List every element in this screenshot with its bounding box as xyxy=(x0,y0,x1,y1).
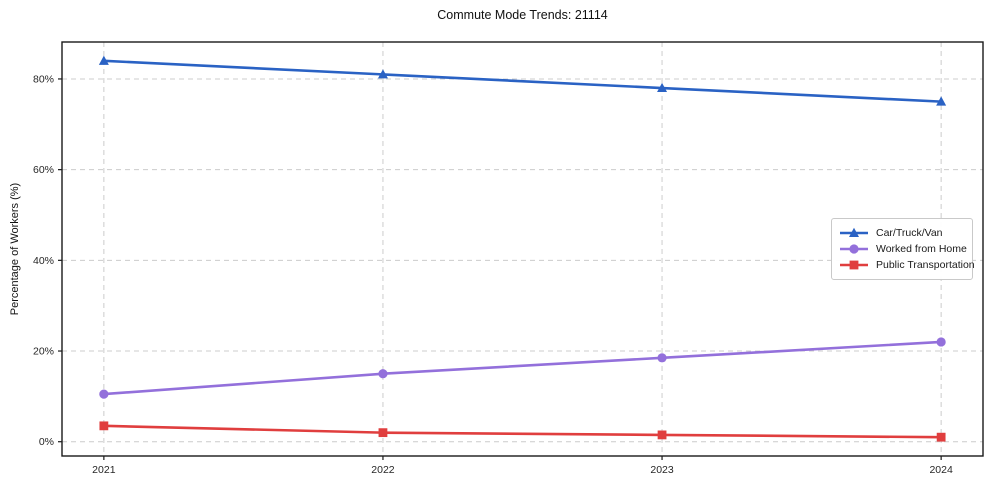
y-tick-label: 40% xyxy=(33,255,54,267)
series-marker-car-truck-van xyxy=(98,55,109,65)
x-tick-label: 2023 xyxy=(650,464,674,476)
legend-marker-square-icon xyxy=(840,260,868,270)
y-tick-label: 80% xyxy=(33,73,54,85)
series-marker-car-truck-van xyxy=(936,96,947,106)
legend-item-public-transportation: Public Transportation xyxy=(839,257,975,273)
y-tick-label: 20% xyxy=(33,346,54,358)
series-marker-public-transportation xyxy=(657,430,667,440)
legend-marker-circle-icon xyxy=(840,244,868,254)
series-line-public-transportation xyxy=(102,424,943,439)
series-marker-worked-from-home xyxy=(657,353,667,363)
legend-sample-marker xyxy=(849,227,859,237)
legend-label: Public Transportation xyxy=(876,259,975,271)
series-marker-car-truck-van xyxy=(657,82,668,93)
series-marker-worked-from-home xyxy=(936,337,946,347)
legend-sample-marker xyxy=(849,244,859,254)
legend-sample-marker xyxy=(849,260,859,270)
x-tick-label: 2024 xyxy=(929,464,953,476)
y-tick-label: 0% xyxy=(39,436,54,448)
y-tick-label: 60% xyxy=(33,164,54,176)
x-tick-label: 2022 xyxy=(371,464,395,476)
series-line-worked-from-home xyxy=(102,340,943,396)
legend-marker-triangle-icon xyxy=(840,227,868,237)
series-marker-public-transportation xyxy=(99,421,109,431)
legend-item-worked-from-home: Worked from Home xyxy=(839,241,967,257)
series-line-car-truck-van xyxy=(102,59,943,103)
legend-label: Worked from Home xyxy=(876,243,967,255)
series-marker-worked-from-home xyxy=(378,369,388,379)
x-tick-label: 2021 xyxy=(92,464,116,476)
series-marker-worked-from-home xyxy=(99,389,109,399)
legend-item-car-truck-van: Car/Truck/Van xyxy=(839,225,965,241)
chart-title: Commute Mode Trends: 21114 xyxy=(437,8,608,22)
series-marker-car-truck-van xyxy=(377,69,388,79)
series-marker-public-transportation xyxy=(936,432,946,442)
legend-label: Car/Truck/Van xyxy=(876,227,943,239)
series-marker-public-transportation xyxy=(378,428,388,438)
axes-box xyxy=(61,41,984,457)
legend: Car/Truck/Van Worked from Home Public Tran… xyxy=(831,218,975,280)
